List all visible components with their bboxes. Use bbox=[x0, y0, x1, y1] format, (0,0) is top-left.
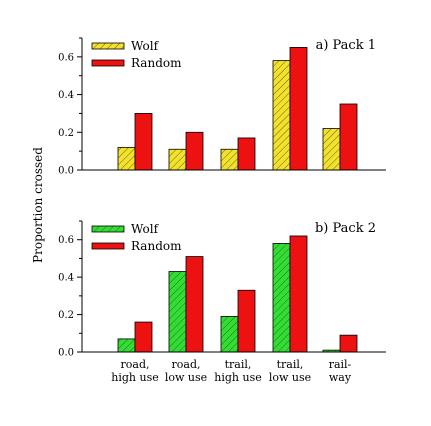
bar-random-1 bbox=[185, 256, 204, 353]
y-tick-label: 0.0 bbox=[58, 348, 74, 359]
legend-label-wolf: Wolf bbox=[131, 39, 160, 53]
legend-swatch-random bbox=[91, 242, 125, 250]
bar-random-2 bbox=[237, 289, 256, 353]
bar-random-4 bbox=[339, 103, 358, 171]
y-tick-label: 0.6 bbox=[58, 235, 74, 246]
x-category-label: low use bbox=[269, 371, 311, 384]
x-category-label: trail, bbox=[225, 358, 252, 371]
bar-wolf-3 bbox=[272, 243, 291, 353]
y-tick-label: 0.4 bbox=[58, 90, 74, 101]
bar-wolf-0 bbox=[117, 338, 136, 353]
legend-label-random: Random bbox=[131, 239, 182, 253]
bar-wolf-3 bbox=[272, 60, 291, 171]
panel-pack-1: 0.0 0.2 0.4 0.6 Wolf Random a) Pack 1 bbox=[58, 37, 386, 177]
y-tick-label: 0.2 bbox=[58, 310, 74, 321]
x-category-label: road, bbox=[121, 358, 150, 371]
bar-wolf-1 bbox=[168, 148, 187, 171]
legend-swatch-wolf bbox=[91, 42, 125, 50]
panel-title: a) Pack 1 bbox=[316, 38, 376, 53]
bar-wolf-2 bbox=[220, 148, 239, 171]
legend-label-random: Random bbox=[131, 56, 182, 70]
bar-random-0 bbox=[134, 113, 153, 171]
x-category-label: high use bbox=[111, 371, 158, 384]
y-tick-label: 0.2 bbox=[58, 128, 74, 139]
bar-random-3 bbox=[289, 47, 308, 171]
y-tick-label: 0.0 bbox=[58, 166, 74, 177]
y-tick-label: 0.6 bbox=[58, 52, 74, 63]
x-category-label: road, bbox=[172, 358, 201, 371]
legend-swatch-wolf bbox=[91, 225, 125, 233]
bar-random-2 bbox=[237, 137, 256, 171]
x-category-label: trail, bbox=[277, 358, 304, 371]
x-category-label: low use bbox=[165, 371, 207, 384]
x-category-label: rail- bbox=[329, 358, 352, 371]
panel-pack-2: 0.0 0.2 0.4 0.6 Wolf Random b) Pack 2 bbox=[58, 220, 386, 359]
y-tick-label: 0.4 bbox=[58, 273, 74, 284]
bar-wolf-2 bbox=[220, 316, 239, 353]
bar-random-1 bbox=[185, 131, 204, 171]
bar-random-0 bbox=[134, 321, 153, 353]
x-category-label: way bbox=[329, 371, 352, 384]
panel-title: b) Pack 2 bbox=[315, 221, 376, 236]
legend-label-wolf: Wolf bbox=[131, 222, 160, 236]
x-category-label: high use bbox=[214, 371, 261, 384]
legend-swatch-random bbox=[91, 59, 125, 67]
bar-wolf-0 bbox=[117, 146, 136, 171]
bar-random-4 bbox=[339, 334, 358, 353]
bar-wolf-4 bbox=[322, 128, 341, 171]
y-axis-label: Proportion crossed bbox=[31, 147, 45, 263]
bar-wolf-1 bbox=[168, 271, 187, 353]
bar-random-3 bbox=[289, 235, 308, 353]
